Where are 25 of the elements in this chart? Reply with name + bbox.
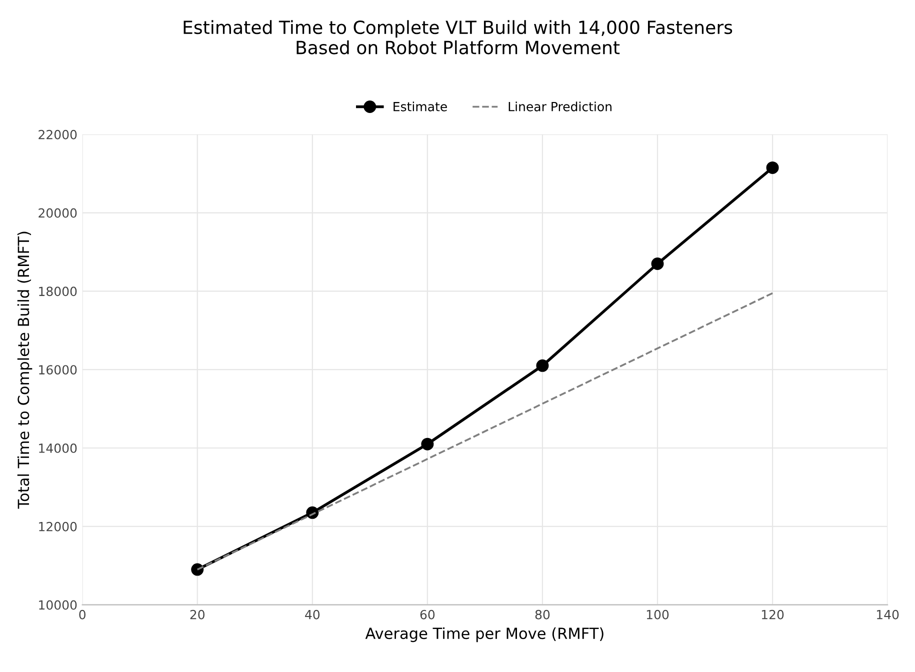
x-tick-label: 20 [190, 610, 204, 620]
y-tick-label: 12000 [39, 522, 77, 532]
y-tick-label: 14000 [39, 443, 77, 453]
point [191, 563, 204, 576]
point [651, 258, 664, 270]
y-tick-label: 20000 [38, 208, 77, 218]
point [536, 359, 549, 372]
legend-label: Estimate [394, 102, 447, 112]
x-tick-label: 0 [79, 610, 86, 620]
y-tick-label: 22000 [38, 130, 77, 140]
y-axis-title: Total Time to Complete Build (RMFT) [17, 232, 32, 509]
y-tick-label: 18000 [39, 286, 77, 296]
point [421, 438, 434, 450]
x-tick-label: 40 [305, 610, 320, 620]
x-tick-label: 60 [420, 610, 435, 620]
y-tick-label: 16000 [39, 365, 77, 375]
x-tick-label: 120 [762, 610, 784, 620]
x-tick-label: 80 [535, 610, 550, 620]
x-axis-title: Average Time per Move (RMFT) [365, 627, 604, 642]
x-tick-label: 140 [876, 610, 899, 620]
point [766, 161, 779, 174]
chart-title: Estimated Time to Complete VLT Build with 14,000 Fasteners Based on Robot Platform Movement [184, 20, 732, 54]
x-tick-label: 100 [646, 610, 669, 620]
legend-label: Linear Prediction [508, 102, 612, 112]
y-tick-label: 10000 [39, 600, 77, 610]
